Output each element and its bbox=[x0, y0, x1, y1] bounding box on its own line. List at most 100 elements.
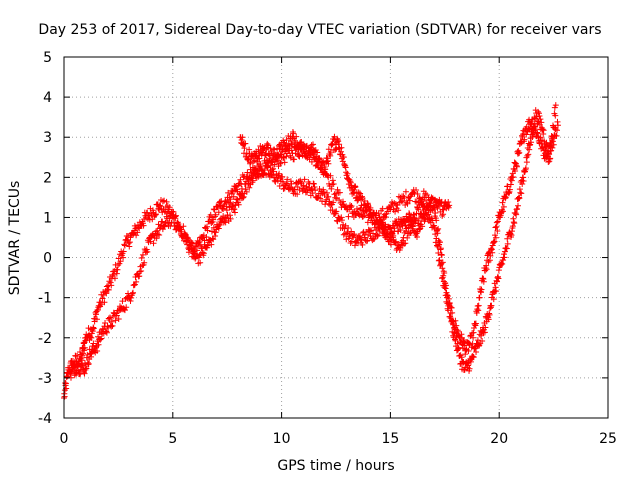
data-point bbox=[504, 240, 511, 247]
y-tick-label: 4 bbox=[43, 90, 52, 106]
data-point bbox=[222, 219, 229, 226]
data-point bbox=[90, 325, 97, 332]
data-point bbox=[243, 150, 250, 157]
data-point bbox=[279, 178, 286, 185]
data-point bbox=[552, 102, 559, 109]
data-point bbox=[455, 344, 462, 351]
data-point bbox=[80, 340, 87, 347]
y-tick-label: -1 bbox=[38, 291, 52, 307]
data-point bbox=[395, 207, 402, 214]
data-point bbox=[105, 315, 112, 322]
data-point bbox=[121, 307, 128, 314]
data-point bbox=[353, 205, 360, 212]
data-point bbox=[231, 209, 238, 216]
data-point bbox=[172, 213, 179, 220]
data-point bbox=[437, 261, 444, 268]
data-point bbox=[501, 254, 508, 261]
data-point bbox=[227, 215, 234, 222]
data-point bbox=[156, 225, 163, 232]
data-point bbox=[168, 219, 175, 226]
data-point bbox=[95, 341, 102, 348]
data-point bbox=[81, 370, 88, 377]
data-point bbox=[448, 304, 455, 311]
data-point bbox=[513, 163, 520, 170]
data-point bbox=[320, 188, 327, 195]
data-point bbox=[115, 262, 122, 269]
data-point bbox=[351, 242, 358, 249]
data-point bbox=[432, 239, 439, 246]
data-point bbox=[475, 302, 482, 309]
data-point bbox=[435, 250, 442, 257]
data-point bbox=[345, 213, 352, 220]
data-point bbox=[133, 232, 140, 239]
data-point bbox=[552, 112, 559, 119]
data-point bbox=[499, 199, 506, 206]
data-point bbox=[348, 202, 355, 209]
data-point bbox=[240, 193, 247, 200]
data-point bbox=[338, 144, 345, 151]
data-point bbox=[108, 282, 115, 289]
data-point bbox=[61, 387, 68, 394]
data-point bbox=[210, 236, 217, 243]
data-point bbox=[499, 208, 506, 215]
data-point bbox=[356, 232, 363, 239]
data-point bbox=[278, 151, 285, 158]
data-point bbox=[204, 242, 211, 249]
data-point bbox=[504, 183, 511, 190]
data-point bbox=[117, 258, 124, 265]
data-point bbox=[332, 146, 339, 153]
data-point bbox=[335, 138, 342, 145]
data-point bbox=[492, 232, 499, 239]
y-tick-label: 5 bbox=[43, 50, 52, 66]
data-point bbox=[549, 133, 556, 140]
data-point bbox=[439, 274, 446, 281]
data-point bbox=[524, 152, 531, 159]
data-point bbox=[189, 240, 196, 247]
data-point bbox=[328, 185, 335, 192]
data-point bbox=[550, 124, 557, 131]
data-point bbox=[322, 171, 329, 178]
data-point bbox=[517, 189, 524, 196]
data-point bbox=[121, 241, 128, 248]
data-point bbox=[347, 204, 354, 211]
data-point bbox=[351, 190, 358, 197]
data-point bbox=[523, 131, 530, 138]
data-point bbox=[376, 223, 383, 230]
data-point bbox=[210, 216, 217, 223]
data-point bbox=[402, 222, 409, 229]
data-point bbox=[242, 140, 249, 147]
data-point bbox=[276, 170, 283, 177]
data-point bbox=[199, 245, 206, 252]
data-point bbox=[261, 166, 268, 173]
data-point bbox=[111, 275, 118, 282]
data-point bbox=[453, 322, 460, 329]
data-point bbox=[323, 196, 330, 203]
data-point bbox=[138, 254, 145, 261]
data-point bbox=[322, 201, 329, 208]
data-point bbox=[120, 248, 127, 255]
x-tick-label: 10 bbox=[273, 431, 291, 447]
data-point bbox=[528, 139, 535, 146]
data-point bbox=[185, 236, 192, 243]
data-point bbox=[492, 234, 499, 241]
data-point bbox=[515, 202, 522, 209]
data-point bbox=[363, 238, 370, 245]
x-axis-label: GPS time / hours bbox=[277, 458, 394, 474]
y-tick-label: 0 bbox=[43, 251, 52, 267]
data-point bbox=[482, 324, 489, 331]
data-point bbox=[240, 194, 247, 201]
data-point bbox=[312, 187, 319, 194]
data-point bbox=[506, 186, 513, 193]
data-point bbox=[355, 189, 362, 196]
data-point bbox=[103, 290, 110, 297]
data-point bbox=[547, 155, 554, 162]
data-point bbox=[129, 290, 136, 297]
data-point bbox=[115, 316, 122, 323]
data-point bbox=[470, 354, 477, 361]
data-point bbox=[536, 112, 543, 119]
data-point bbox=[294, 191, 301, 198]
data-point bbox=[473, 349, 480, 356]
data-point bbox=[530, 129, 537, 136]
data-point bbox=[415, 206, 422, 213]
